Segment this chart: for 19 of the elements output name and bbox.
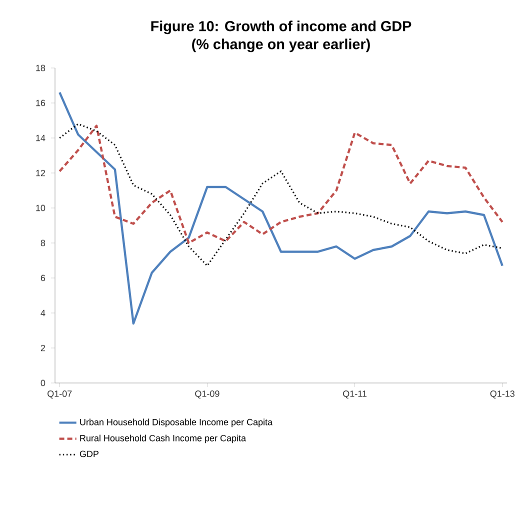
legend-label: GDP (80, 450, 99, 458)
x-tick-label: Q1-09 (195, 390, 220, 398)
chart-title: Figure 10: Growth of income and GDP (% change on year earlier) (151, 20, 412, 52)
y-tick-label: 10 (36, 204, 46, 212)
x-tick-label: Q1-13 (490, 390, 514, 398)
legend-label: Urban Household Disposable Income per Capita (80, 418, 273, 428)
y-tick-label: 6 (40, 274, 46, 282)
y-tick-label: 14 (36, 134, 46, 142)
y-tick-label: 18 (36, 64, 46, 72)
y-tick-label: 8 (40, 240, 46, 246)
line-series (58, 124, 504, 244)
y-tick-label: 2 (40, 344, 46, 352)
x-tick-label: Q1-11 (343, 390, 367, 398)
y-tick-label: 16 (36, 100, 46, 106)
y-tick-label: 0 (40, 380, 46, 386)
y-tick-label: 12 (36, 170, 46, 176)
x-tick-label: Q1-07 (48, 390, 72, 398)
legend-label: Rural Household Cash Income per Capita (80, 434, 246, 444)
y-tick-label: 4 (40, 310, 46, 316)
